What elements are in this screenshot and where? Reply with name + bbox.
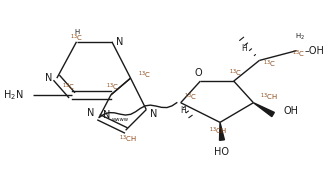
Text: HO: HO (214, 147, 229, 157)
Text: N: N (116, 37, 124, 47)
Text: $^{13}$C: $^{13}$C (229, 68, 242, 79)
Text: $^{13}$C: $^{13}$C (292, 49, 305, 60)
Text: $^{13}$C: $^{13}$C (263, 59, 276, 70)
Polygon shape (254, 103, 274, 117)
Text: H$_2$: H$_2$ (295, 32, 305, 42)
Text: $^{13}$C: $^{13}$C (184, 92, 197, 103)
Text: $^{13}$CH: $^{13}$CH (209, 126, 227, 137)
Polygon shape (219, 122, 224, 140)
Text: H: H (180, 106, 185, 115)
Text: wwww: wwww (112, 117, 129, 122)
Text: $^{13}$C: $^{13}$C (70, 32, 83, 43)
Text: N: N (103, 110, 111, 120)
Text: N: N (151, 108, 158, 119)
Text: $^{13}$C: $^{13}$C (107, 81, 119, 93)
Text: $^{13}$CH: $^{13}$CH (260, 92, 278, 103)
Text: N: N (87, 108, 94, 117)
Text: –OH: –OH (304, 46, 324, 56)
Text: $^{13}$CH: $^{13}$CH (119, 133, 137, 145)
Text: N: N (45, 73, 53, 83)
Text: OH: OH (283, 106, 298, 116)
Text: H: H (242, 44, 247, 53)
Text: O: O (195, 68, 202, 78)
Text: $^{13}$C: $^{13}$C (62, 81, 75, 93)
Text: H: H (74, 29, 79, 35)
Text: H$_2$N: H$_2$N (3, 88, 23, 102)
Text: $^{13}$C: $^{13}$C (138, 70, 151, 81)
